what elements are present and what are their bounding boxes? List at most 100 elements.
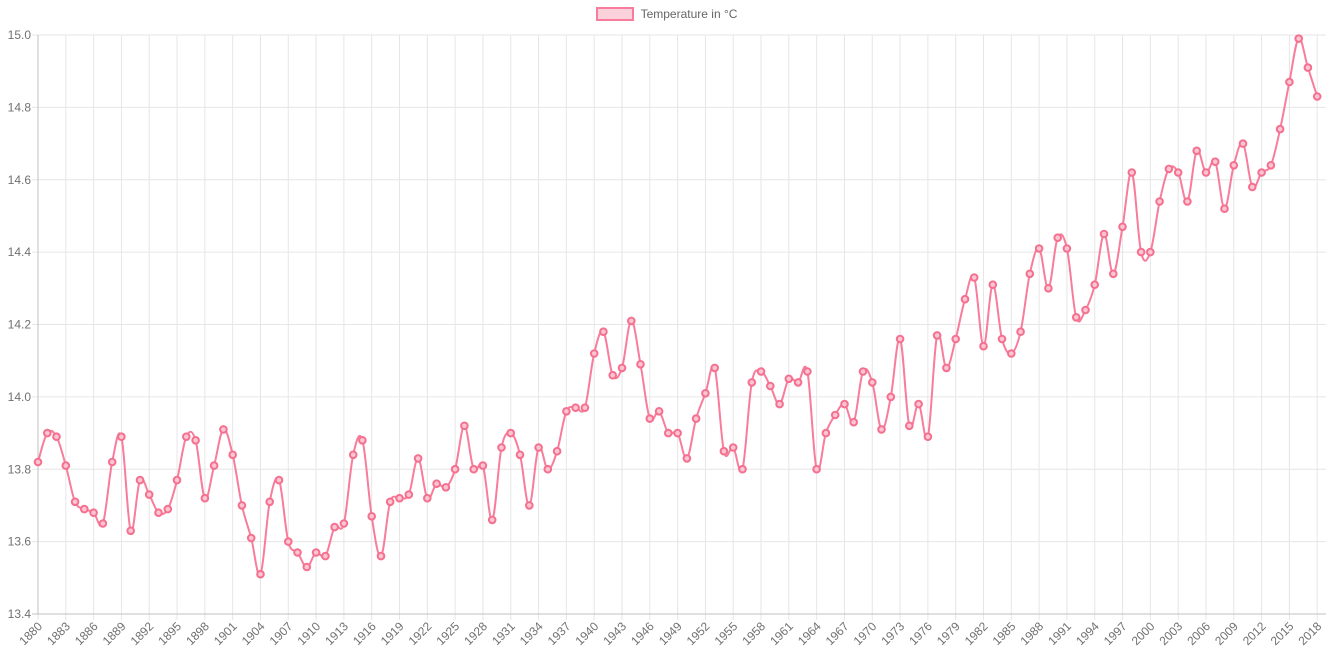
data-point[interactable] bbox=[1090, 280, 1099, 290]
data-point[interactable] bbox=[43, 428, 52, 438]
data-point[interactable] bbox=[1210, 157, 1220, 166]
data-point[interactable] bbox=[367, 512, 377, 521]
data-point[interactable] bbox=[330, 522, 339, 532]
data-point[interactable] bbox=[487, 515, 497, 525]
data-point[interactable] bbox=[1025, 269, 1035, 279]
data-point[interactable] bbox=[1257, 168, 1266, 177]
data-point[interactable] bbox=[580, 403, 590, 413]
data-point[interactable] bbox=[376, 551, 386, 561]
data-point[interactable] bbox=[1164, 164, 1174, 174]
data-point[interactable] bbox=[200, 493, 210, 503]
data-point[interactable] bbox=[766, 381, 775, 391]
data-point[interactable] bbox=[209, 461, 219, 470]
data-point[interactable] bbox=[543, 464, 553, 474]
data-point[interactable] bbox=[450, 464, 460, 474]
data-point[interactable] bbox=[1183, 197, 1192, 206]
data-point[interactable] bbox=[395, 493, 404, 503]
data-point[interactable] bbox=[682, 454, 692, 463]
data-point[interactable] bbox=[144, 490, 154, 499]
data-point[interactable] bbox=[1127, 168, 1137, 177]
data-point[interactable] bbox=[673, 428, 682, 438]
data-point[interactable] bbox=[877, 425, 886, 434]
data-point[interactable] bbox=[52, 432, 61, 442]
data-point[interactable] bbox=[423, 493, 432, 503]
data-point[interactable] bbox=[1285, 77, 1294, 87]
data-point[interactable] bbox=[33, 457, 43, 467]
data-point[interactable] bbox=[284, 537, 293, 546]
data-point[interactable] bbox=[617, 363, 627, 373]
data-point[interactable] bbox=[358, 436, 367, 445]
data-point[interactable] bbox=[1081, 305, 1090, 315]
data-point[interactable] bbox=[525, 501, 534, 510]
data-point[interactable] bbox=[719, 446, 729, 456]
data-point[interactable] bbox=[80, 504, 89, 514]
data-point[interactable] bbox=[738, 464, 747, 474]
data-point[interactable] bbox=[321, 551, 330, 561]
data-point[interactable] bbox=[571, 403, 580, 413]
data-point[interactable] bbox=[868, 378, 877, 387]
data-point[interactable] bbox=[107, 457, 117, 467]
data-point[interactable] bbox=[1146, 247, 1155, 257]
data-point[interactable] bbox=[265, 497, 275, 507]
data-point[interactable] bbox=[339, 519, 349, 528]
data-point[interactable] bbox=[182, 432, 191, 442]
data-point[interactable] bbox=[988, 280, 998, 290]
data-point[interactable] bbox=[710, 363, 720, 373]
data-point[interactable] bbox=[969, 273, 979, 282]
data-point[interactable] bbox=[89, 508, 98, 518]
data-point[interactable] bbox=[979, 341, 988, 351]
data-point[interactable] bbox=[701, 389, 710, 398]
data-point[interactable] bbox=[506, 428, 516, 438]
data-point[interactable] bbox=[840, 399, 849, 409]
data-point[interactable] bbox=[61, 461, 71, 470]
data-point[interactable] bbox=[460, 421, 469, 431]
data-point[interactable] bbox=[1109, 269, 1118, 279]
data-point[interactable] bbox=[1303, 63, 1313, 72]
data-point[interactable] bbox=[126, 526, 135, 536]
data-point[interactable] bbox=[98, 519, 108, 528]
data-point[interactable] bbox=[589, 349, 599, 358]
data-point[interactable] bbox=[905, 421, 914, 431]
data-point[interactable] bbox=[858, 367, 868, 376]
data-point[interactable] bbox=[1136, 247, 1146, 257]
data-point[interactable] bbox=[1220, 204, 1229, 213]
data-point[interactable] bbox=[775, 399, 784, 409]
data-point[interactable] bbox=[1275, 124, 1285, 134]
data-point[interactable] bbox=[849, 417, 859, 427]
data-point[interactable] bbox=[385, 497, 395, 507]
data-point[interactable] bbox=[163, 504, 173, 514]
data-point[interactable] bbox=[562, 407, 571, 416]
data-point[interactable] bbox=[246, 533, 256, 543]
data-point[interactable] bbox=[1155, 197, 1164, 206]
data-point[interactable] bbox=[691, 414, 701, 423]
data-point[interactable] bbox=[469, 464, 479, 474]
data-point[interactable] bbox=[914, 399, 923, 409]
data-point[interactable] bbox=[923, 432, 933, 442]
data-point[interactable] bbox=[228, 450, 237, 460]
data-point[interactable] bbox=[219, 425, 228, 434]
data-point[interactable] bbox=[1071, 313, 1081, 322]
data-point[interactable] bbox=[932, 331, 942, 340]
data-point[interactable] bbox=[348, 450, 358, 460]
data-point[interactable] bbox=[534, 443, 543, 452]
data-point[interactable] bbox=[311, 548, 321, 557]
data-point[interactable] bbox=[1099, 229, 1109, 239]
data-point[interactable] bbox=[654, 407, 664, 416]
data-point[interactable] bbox=[302, 562, 312, 572]
data-point[interactable] bbox=[497, 443, 506, 452]
data-point[interactable] bbox=[1248, 182, 1257, 192]
data-point[interactable] bbox=[441, 483, 451, 492]
data-point[interactable] bbox=[1062, 244, 1072, 253]
data-point[interactable] bbox=[70, 497, 80, 507]
data-point[interactable] bbox=[821, 428, 831, 438]
data-point[interactable] bbox=[784, 374, 794, 384]
data-point[interactable] bbox=[728, 443, 738, 452]
data-point[interactable] bbox=[432, 479, 441, 489]
data-point[interactable] bbox=[1229, 161, 1239, 170]
data-point[interactable] bbox=[413, 454, 423, 463]
data-point[interactable] bbox=[117, 432, 126, 442]
data-point[interactable] bbox=[1312, 92, 1322, 101]
data-point[interactable] bbox=[942, 363, 951, 373]
data-point[interactable] bbox=[515, 450, 525, 460]
data-point[interactable] bbox=[960, 294, 970, 304]
